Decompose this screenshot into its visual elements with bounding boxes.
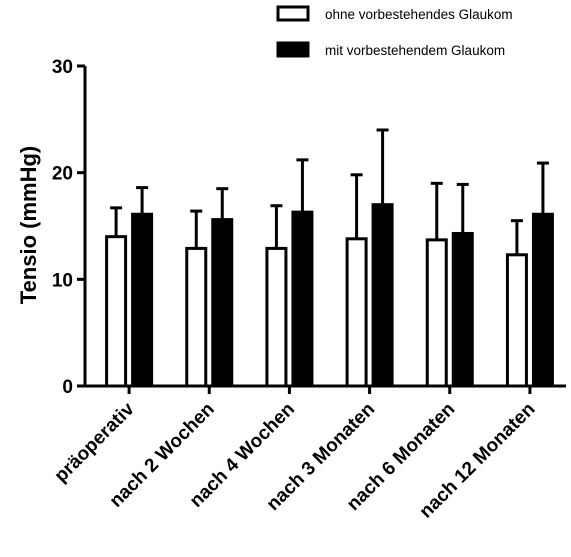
y-tick-label-2: 20 <box>52 164 73 185</box>
legend-swatch-mit <box>276 41 310 58</box>
bars <box>105 128 554 388</box>
bar-1-0 <box>131 212 154 388</box>
bar-0-4 <box>425 238 448 388</box>
bar-0-0 <box>105 235 128 388</box>
legend-label-ohne: ohne vorbestehendes Glaukom <box>325 7 513 22</box>
x-tick-label-0: präoperativ <box>51 398 139 486</box>
bar-1-2 <box>291 210 314 388</box>
bar-1-3 <box>371 203 394 388</box>
legend: ohne vorbestehendes Glaukom mit vorbeste… <box>276 5 513 58</box>
y-axis: 0 10 20 30 <box>52 57 87 398</box>
legend-label-mit: mit vorbestehendem Glaukom <box>325 43 505 58</box>
bar-1-1 <box>211 218 234 388</box>
y-axis-label: Tensio (mmHg) <box>16 146 41 304</box>
bar-1-4 <box>451 231 474 388</box>
legend-swatch-ohne <box>276 5 310 22</box>
bar-0-3 <box>345 237 368 388</box>
y-tick-label-3: 30 <box>52 57 73 78</box>
y-tick-label-1: 10 <box>52 270 73 291</box>
bar-0-2 <box>265 246 288 388</box>
bar-1-5 <box>531 212 554 388</box>
bar-0-5 <box>505 253 528 388</box>
y-tick-label-0: 0 <box>62 377 73 398</box>
bar-0-1 <box>185 246 208 388</box>
